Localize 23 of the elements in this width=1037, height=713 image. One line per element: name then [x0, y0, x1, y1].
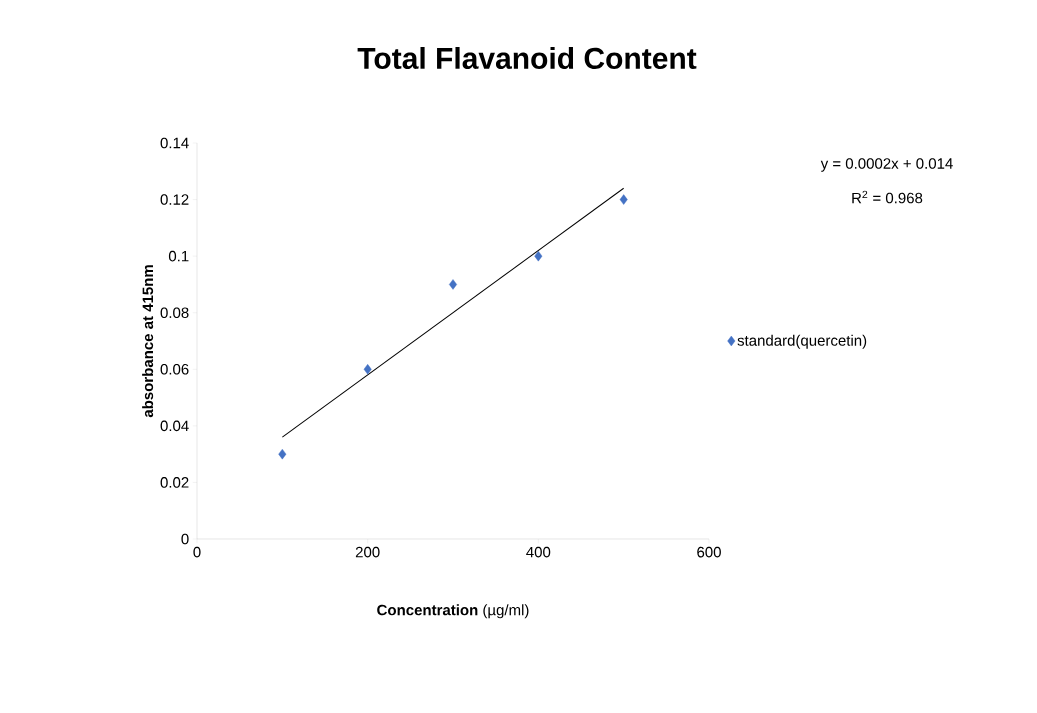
y-tick-label: 0.02 — [160, 477, 189, 488]
y-tick-label: 0.1 — [168, 250, 189, 262]
y-tick-label: 0.08 — [160, 307, 189, 319]
y-axis-title: absorbance at 415nm — [142, 265, 154, 418]
y-tick-label: 0 — [181, 533, 189, 545]
point — [449, 279, 457, 290]
x-tick-label: 0 — [193, 546, 201, 558]
x-tick-label: 200 — [355, 546, 380, 558]
x-tick-label: 400 — [526, 546, 551, 558]
point — [278, 448, 287, 460]
y-tick-label: 0.04 — [160, 420, 189, 432]
chart-title: Total Flavanoid Content — [357, 46, 697, 70]
x-axis-title: Concentration (µg/ml) — [377, 604, 529, 619]
point — [619, 194, 628, 205]
y-tick-label: 0.12 — [160, 194, 189, 205]
x-tick-label: 600 — [697, 546, 721, 558]
y-tick-label: 0.06 — [160, 363, 189, 375]
point — [534, 250, 543, 262]
y-tick-label: 0.14 — [160, 137, 189, 149]
text: R$^{2}$ = 0.968 — [852, 190, 923, 204]
legend-label: standard(quercetin) — [737, 334, 867, 349]
text: y = 0.0002x + 0.014 — [820, 158, 953, 172]
point — [363, 364, 372, 375]
